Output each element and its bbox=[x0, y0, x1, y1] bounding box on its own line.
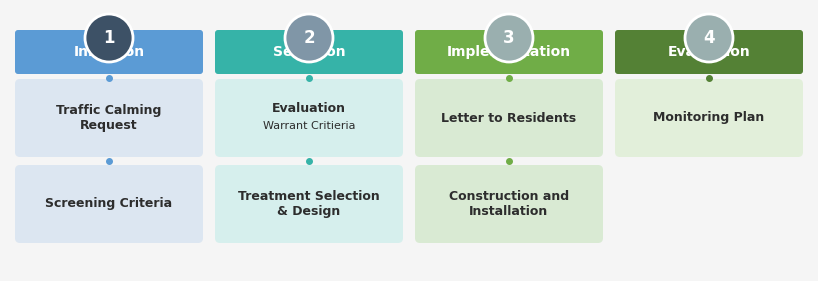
Text: Evaluation: Evaluation bbox=[667, 45, 750, 59]
FancyBboxPatch shape bbox=[215, 30, 403, 74]
FancyBboxPatch shape bbox=[215, 79, 403, 157]
Text: 4: 4 bbox=[703, 29, 715, 47]
Text: Warrant Critieria: Warrant Critieria bbox=[263, 121, 355, 131]
Circle shape bbox=[485, 14, 533, 62]
Text: Monitoring Plan: Monitoring Plan bbox=[654, 112, 765, 124]
FancyBboxPatch shape bbox=[15, 165, 203, 243]
Text: 3: 3 bbox=[503, 29, 515, 47]
FancyBboxPatch shape bbox=[415, 79, 603, 157]
Text: 2: 2 bbox=[303, 29, 315, 47]
Text: Construction and
Installation: Construction and Installation bbox=[449, 190, 569, 218]
Text: Initiation: Initiation bbox=[74, 45, 145, 59]
Circle shape bbox=[285, 14, 333, 62]
Text: 1: 1 bbox=[103, 29, 115, 47]
Text: Implementation: Implementation bbox=[447, 45, 571, 59]
Text: Evaluation: Evaluation bbox=[272, 101, 346, 114]
Text: Traffic Calming
Request: Traffic Calming Request bbox=[56, 104, 162, 132]
FancyBboxPatch shape bbox=[415, 165, 603, 243]
FancyBboxPatch shape bbox=[415, 30, 603, 74]
FancyBboxPatch shape bbox=[15, 30, 203, 74]
Text: Letter to Residents: Letter to Residents bbox=[442, 112, 577, 124]
FancyBboxPatch shape bbox=[615, 30, 803, 74]
Text: Selection: Selection bbox=[272, 45, 345, 59]
FancyBboxPatch shape bbox=[15, 79, 203, 157]
Text: Treatment Selection
& Design: Treatment Selection & Design bbox=[238, 190, 380, 218]
Circle shape bbox=[685, 14, 733, 62]
Circle shape bbox=[85, 14, 133, 62]
FancyBboxPatch shape bbox=[615, 79, 803, 157]
FancyBboxPatch shape bbox=[215, 165, 403, 243]
Text: Screening Criteria: Screening Criteria bbox=[46, 198, 173, 210]
